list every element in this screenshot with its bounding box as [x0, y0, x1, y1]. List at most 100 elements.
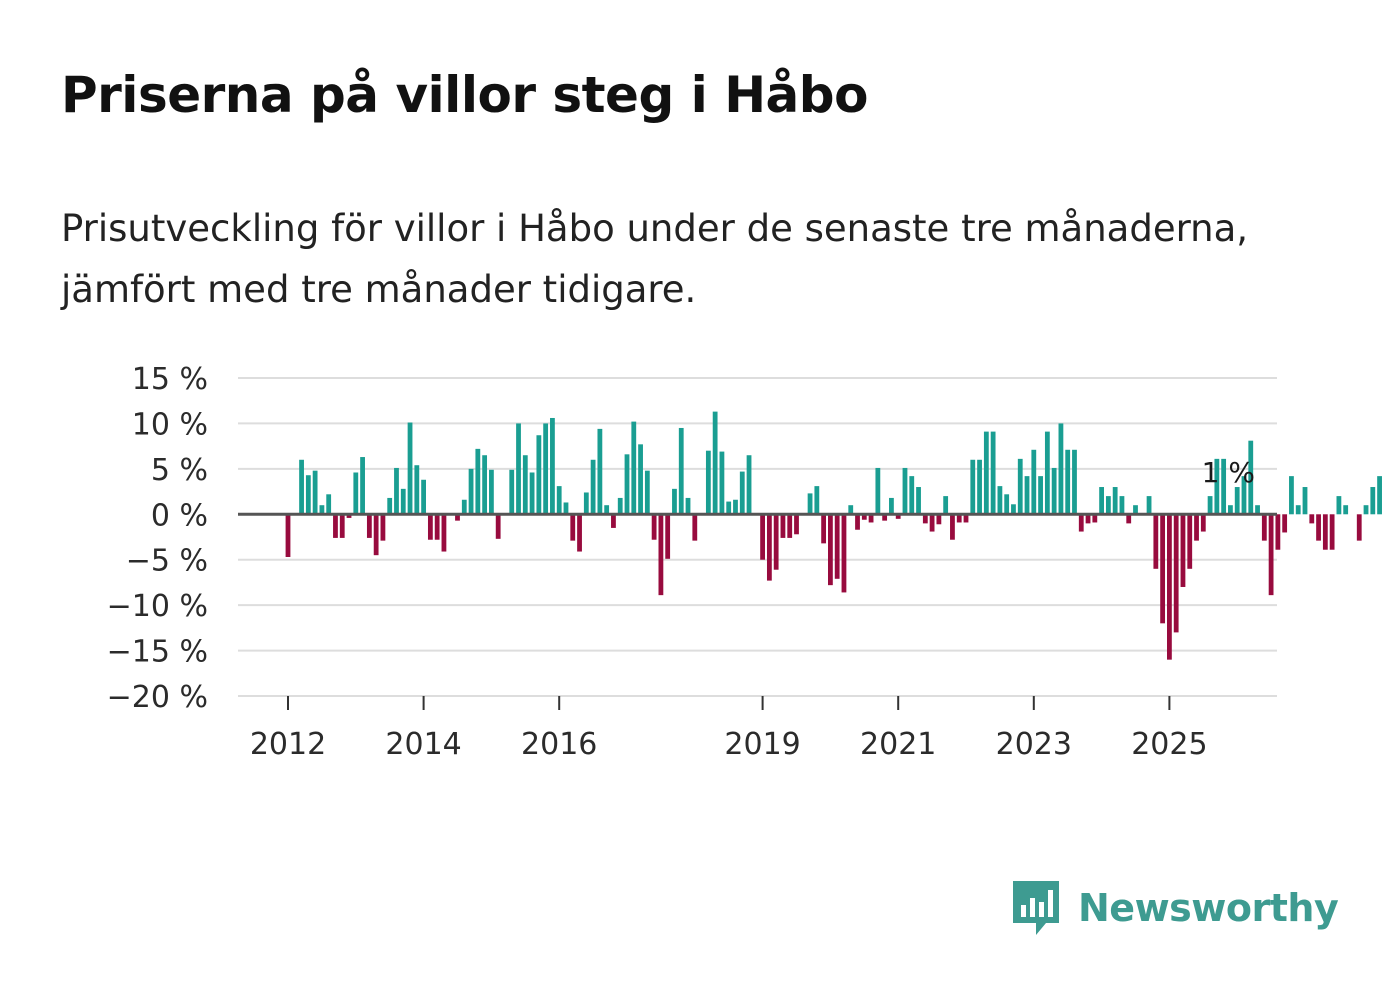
bar	[780, 514, 786, 538]
bar	[489, 469, 494, 515]
bar	[956, 514, 962, 523]
bar	[1322, 514, 1328, 550]
bar	[570, 514, 576, 541]
bar	[394, 467, 399, 515]
bar	[1356, 514, 1362, 541]
bar	[963, 514, 969, 523]
bar	[1377, 476, 1382, 515]
bar	[665, 514, 671, 559]
bar	[1275, 514, 1281, 550]
bar	[1119, 496, 1125, 515]
bar	[990, 431, 996, 515]
bar	[1336, 496, 1342, 515]
y-tick-label: 10 %	[132, 407, 208, 442]
bar	[855, 514, 860, 530]
gridlines	[238, 377, 1277, 697]
bar	[1248, 440, 1254, 515]
bar	[712, 411, 718, 515]
bar	[1072, 449, 1077, 515]
bar	[692, 514, 698, 541]
bar	[909, 476, 915, 515]
bar	[1112, 487, 1118, 515]
bar	[529, 472, 535, 515]
y-axis-labels: 15 % 10 % 5 % 0 % −5 % −10 % −15 % −20 %	[107, 362, 208, 715]
bar	[1302, 487, 1308, 515]
bar	[1160, 514, 1166, 624]
bar	[1065, 449, 1071, 515]
bar	[773, 514, 779, 570]
bar	[685, 497, 691, 515]
bar	[475, 448, 481, 515]
bar	[997, 486, 1003, 515]
x-axis: 2012 2014 2016 2019 2021 2023 2025	[250, 696, 1208, 762]
bar	[319, 505, 325, 515]
bar	[678, 427, 684, 515]
bar	[828, 514, 833, 586]
bar	[922, 514, 928, 524]
y-tick-label: 15 %	[132, 362, 208, 397]
bar	[970, 459, 976, 515]
bar	[1167, 514, 1172, 660]
bar	[536, 435, 542, 515]
annotations: 1 %	[1202, 456, 1255, 489]
bar	[1309, 514, 1315, 524]
bar	[1173, 514, 1179, 633]
x-tick-label: 2021	[860, 727, 936, 762]
bar	[543, 423, 549, 515]
bar	[1031, 449, 1037, 515]
bar	[936, 514, 942, 525]
x-tick-label: 2023	[996, 727, 1072, 762]
bar	[726, 501, 732, 515]
y-tick-label: 5 %	[151, 453, 208, 488]
bar	[1024, 476, 1030, 515]
bar	[1044, 431, 1050, 515]
bar	[427, 514, 433, 540]
bar	[950, 514, 955, 540]
bar	[421, 479, 426, 515]
bar	[1214, 458, 1220, 515]
bar	[766, 514, 772, 581]
bar	[1011, 504, 1016, 515]
bars	[285, 411, 1382, 660]
bar	[468, 468, 474, 515]
bar	[760, 514, 765, 560]
bar	[461, 499, 467, 515]
bar	[1329, 514, 1335, 550]
bar	[1085, 514, 1091, 524]
bar	[604, 505, 610, 515]
bar	[644, 470, 650, 515]
bar	[916, 487, 921, 515]
x-tick-label: 2019	[724, 727, 800, 762]
bar	[1017, 458, 1023, 515]
bar	[895, 514, 901, 519]
bar	[414, 465, 420, 515]
bar	[1133, 505, 1138, 515]
x-tick-label: 2014	[385, 727, 461, 762]
bar	[346, 514, 352, 518]
bar	[889, 497, 894, 515]
bar	[672, 488, 677, 515]
bar	[868, 514, 874, 523]
bar	[821, 514, 827, 544]
bar	[814, 486, 820, 515]
bar	[638, 444, 643, 515]
bar	[1126, 514, 1132, 524]
bar	[1153, 514, 1159, 569]
bar	[455, 514, 460, 521]
y-tick-label: −10 %	[107, 589, 208, 624]
bar	[977, 459, 982, 515]
bar	[556, 486, 562, 515]
bar	[353, 472, 359, 515]
y-tick-label: −5 %	[126, 544, 208, 579]
bar	[482, 455, 488, 515]
bar	[983, 431, 989, 515]
bar	[1180, 514, 1186, 587]
y-tick-label: −20 %	[107, 680, 208, 715]
bar	[1187, 514, 1193, 569]
bar	[787, 514, 793, 538]
brand: Newsworthy	[1010, 878, 1339, 938]
bar	[312, 470, 318, 515]
bar	[333, 514, 338, 538]
bar	[326, 494, 332, 515]
bar	[597, 428, 603, 515]
